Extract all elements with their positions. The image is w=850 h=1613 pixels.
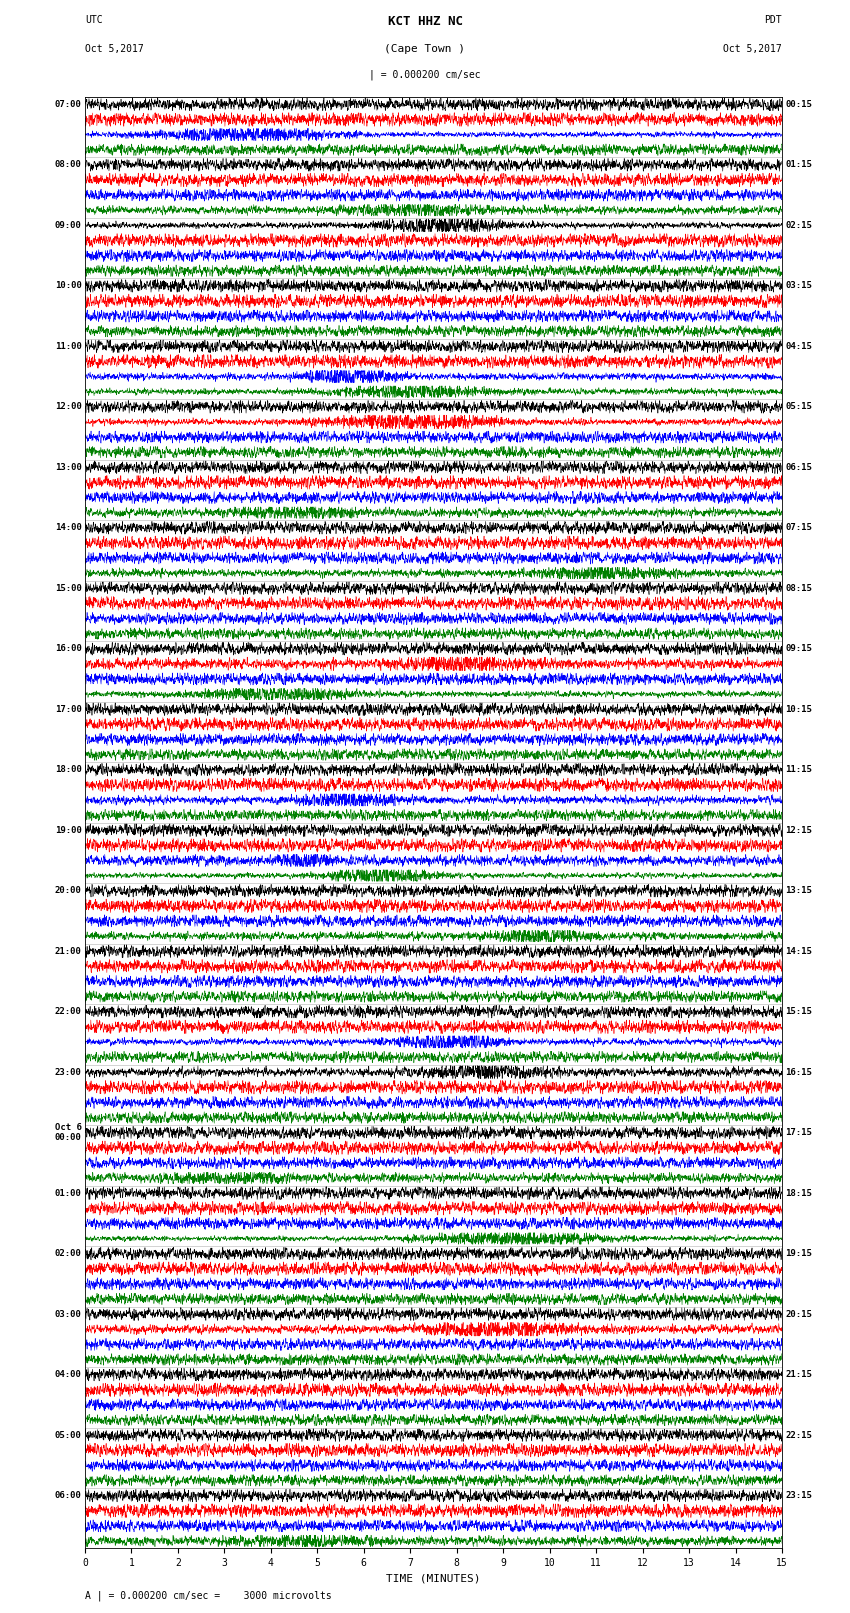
Text: 08:00: 08:00 [54,160,82,169]
Text: A | = 0.000200 cm/sec =    3000 microvolts: A | = 0.000200 cm/sec = 3000 microvolts [85,1590,332,1602]
Text: 13:15: 13:15 [785,886,813,895]
Text: KCT HHZ NC: KCT HHZ NC [388,15,462,27]
Text: 06:15: 06:15 [785,463,813,471]
Text: 18:00: 18:00 [54,765,82,774]
Text: 14:15: 14:15 [785,947,813,955]
Text: 22:00: 22:00 [54,1007,82,1016]
Text: 00:15: 00:15 [785,100,813,108]
Text: PDT: PDT [764,15,782,24]
Text: 05:00: 05:00 [54,1431,82,1439]
Text: 04:15: 04:15 [785,342,813,350]
Text: 03:15: 03:15 [785,281,813,290]
Text: Oct 5,2017: Oct 5,2017 [723,44,782,53]
Text: 11:00: 11:00 [54,342,82,350]
Text: 05:15: 05:15 [785,402,813,411]
Text: 22:15: 22:15 [785,1431,813,1439]
Text: 07:00: 07:00 [54,100,82,108]
Text: 10:15: 10:15 [785,705,813,713]
Text: 21:15: 21:15 [785,1369,813,1379]
Text: 16:15: 16:15 [785,1068,813,1076]
Text: 09:15: 09:15 [785,644,813,653]
Text: 03:00: 03:00 [54,1310,82,1318]
Text: 11:15: 11:15 [785,765,813,774]
Text: 16:00: 16:00 [54,644,82,653]
Text: 23:15: 23:15 [785,1490,813,1500]
Text: 07:15: 07:15 [785,523,813,532]
Text: 06:00: 06:00 [54,1490,82,1500]
Text: 15:15: 15:15 [785,1007,813,1016]
Text: 17:15: 17:15 [785,1127,813,1137]
Text: UTC: UTC [85,15,103,24]
Text: 20:15: 20:15 [785,1310,813,1318]
Text: 01:00: 01:00 [54,1189,82,1197]
Text: 12:15: 12:15 [785,826,813,834]
Text: 02:00: 02:00 [54,1248,82,1258]
Text: 17:00: 17:00 [54,705,82,713]
Text: | = 0.000200 cm/sec: | = 0.000200 cm/sec [369,69,481,81]
Text: 19:00: 19:00 [54,826,82,834]
Text: (Cape Town ): (Cape Town ) [384,44,466,53]
Text: 15:00: 15:00 [54,584,82,592]
Text: 14:00: 14:00 [54,523,82,532]
Text: 13:00: 13:00 [54,463,82,471]
Text: 23:00: 23:00 [54,1068,82,1076]
Text: 12:00: 12:00 [54,402,82,411]
Text: Oct 5,2017: Oct 5,2017 [85,44,144,53]
X-axis label: TIME (MINUTES): TIME (MINUTES) [386,1574,481,1584]
Text: 21:00: 21:00 [54,947,82,955]
Text: 04:00: 04:00 [54,1369,82,1379]
Text: 10:00: 10:00 [54,281,82,290]
Text: 19:15: 19:15 [785,1248,813,1258]
Text: 02:15: 02:15 [785,221,813,229]
Text: Oct 6
00:00: Oct 6 00:00 [54,1123,82,1142]
Text: 01:15: 01:15 [785,160,813,169]
Text: 08:15: 08:15 [785,584,813,592]
Text: 09:00: 09:00 [54,221,82,229]
Text: 18:15: 18:15 [785,1189,813,1197]
Text: 20:00: 20:00 [54,886,82,895]
